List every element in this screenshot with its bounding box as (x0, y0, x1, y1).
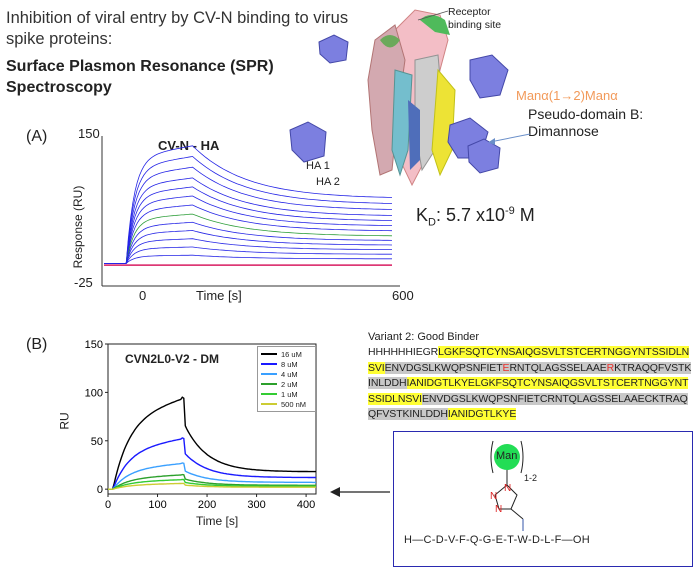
legend-entry: 1 uM (261, 389, 313, 399)
peptide-sequence: H—C-D-V-F-Q-G-E-T-W-D-L-F—OH (404, 534, 591, 546)
legend-label: 4 uM (281, 369, 298, 379)
chart-a-series-line (104, 238, 392, 264)
legend-entry: 2 uM (261, 379, 313, 389)
dimannose-label: Dimannose (528, 123, 599, 139)
chart-b-legend: 16 uM 8 uM 4 uM 2 uM 1 uM 500 nM (257, 346, 316, 412)
kd-unit: M (514, 205, 535, 225)
chart-b-ytick-label: 150 (85, 339, 103, 351)
legend-swatch (261, 393, 277, 395)
legend-label: 8 uM (281, 359, 298, 369)
chart-a-ytick-top: 150 (78, 126, 100, 141)
chart-b-xtick-label: 0 (105, 499, 111, 511)
kd-prefix: K (416, 205, 429, 225)
sequence-segment: E (502, 361, 510, 374)
receptor-pointer (417, 10, 449, 21)
legend-entry: 8 uM (261, 359, 313, 369)
panel-label-a: (A) (26, 128, 48, 145)
legend-swatch (261, 383, 277, 385)
chart-a-series-line (104, 246, 392, 264)
chart-a-annot-1: HA 1 (306, 160, 330, 172)
chart-a-ylabel: Response (RU) (71, 185, 85, 269)
triazole-n1: N (504, 483, 512, 494)
chart-a-series-line (104, 195, 393, 264)
chart-a-series-line (104, 213, 393, 264)
legend-label: 500 nM (281, 399, 307, 409)
chart-b-title: CVN2L0-V2 - DM (125, 352, 220, 366)
repeat-label: 1-2 (524, 473, 538, 483)
dimannose-arrow (488, 133, 531, 145)
chart-a-ytick-bottom: -25 (74, 275, 93, 290)
chart-b-ytick-label: 100 (85, 387, 103, 399)
chart-a-series-line (104, 254, 392, 264)
cvn-left-top-domain (318, 34, 349, 64)
cvn-left-domain (289, 121, 327, 163)
legend-entry: 500 nM (261, 399, 313, 409)
peptide-box (393, 431, 693, 567)
sequence-segment: ENVDGSLKWQPSNFIET (384, 361, 503, 374)
chart-b-ytick-label: 50 (91, 436, 103, 448)
sequence-segment: R (606, 361, 615, 374)
chart-b-ylabel: RU (57, 412, 72, 430)
chart-b-xtick-label: 300 (247, 499, 265, 511)
chart-b-series-line (108, 437, 316, 490)
mannose-label: Manα(1→2)Manα (516, 88, 618, 103)
chart-b-series-line (108, 482, 316, 490)
receptor-label: Receptor binding site (448, 6, 502, 31)
protein-structure (367, 9, 509, 187)
chart-b-series-line (108, 396, 316, 490)
chart-a-series-line (104, 156, 393, 264)
pointer-arrow (330, 487, 390, 497)
legend-entry: 4 uM (261, 369, 313, 379)
chart-a-annot-2: HA 2 (316, 176, 340, 188)
kd-exponent: -9 (505, 205, 515, 217)
slide-subtitle: Surface Plasmon Resonance (SPR) Spectros… (6, 58, 274, 96)
chart-a-plot (101, 136, 400, 287)
peptide-structure (490, 440, 524, 531)
legend-entry: 16 uM (261, 349, 313, 359)
legend-label: 2 uM (281, 379, 298, 389)
chart-a-series-line (104, 221, 393, 264)
chart-b-xtick-label: 200 (198, 499, 216, 511)
sequence-segment: IANIDGTLKYEL (406, 377, 481, 389)
panel-label-b: (B) (26, 336, 48, 353)
chart-b-plot: 150 100 50 00 100 200 300 400 (85, 339, 317, 511)
triazole-n2: N (490, 491, 498, 502)
kd-number: : 5.7 x10 (435, 205, 506, 225)
legend-swatch (261, 353, 277, 355)
legend-label: 1 uM (281, 389, 298, 399)
chart-a-series-line (104, 166, 393, 264)
chart-a-xtick-0: 0 (139, 288, 147, 303)
legend-swatch (261, 403, 277, 405)
chart-b-xtick-label: 100 (148, 499, 166, 511)
kd-sub: D (428, 216, 436, 229)
variant-title: Variant 2: Good Binder (368, 331, 480, 343)
chart-b-series-line (108, 478, 316, 490)
kd-value: KD: 5.7 x10-9 M (416, 205, 535, 229)
chart-b-series-line (108, 462, 316, 490)
sequence-segment: HHHHHHIEGR (368, 346, 439, 358)
chart-a-xlabel: Time [s] (196, 288, 242, 303)
legend-label: 16 uM (281, 349, 302, 359)
sequence-segment: RNTQLAGSSELAAE (509, 361, 607, 374)
chart-a-xtick-600: 600 (392, 288, 414, 303)
cvn-bottom-domain (467, 138, 501, 174)
sequence-segment: IANIDGTLKYE (447, 408, 517, 420)
chart-a-series-line (104, 204, 393, 264)
legend-swatch (261, 363, 277, 365)
pseudo-domain-label: Pseudo-domain B: (528, 106, 644, 122)
chart-a-series-line (104, 145, 393, 264)
chart-a-series-line (104, 230, 393, 264)
chart-b-ytick-label: 0 (97, 484, 103, 496)
chart-b-frame (107, 343, 317, 495)
variant-sequence: HHHHHHIEGRLGKFSQTCYNSAIQGSVLTSTCERTNGGYN… (368, 345, 693, 423)
chart-b-series-line (108, 473, 316, 490)
chart-a-series-line (104, 186, 392, 264)
man-label: Man (496, 450, 518, 462)
slide-title: Inhibition of viral entry by CV-N bindin… (6, 9, 349, 48)
chart-b-xlabel: Time [s] (196, 514, 239, 528)
chart-b-xtick-label: 400 (297, 499, 315, 511)
legend-swatch (261, 373, 277, 375)
chart-a-series-line (104, 177, 393, 264)
triazole-n3: N (495, 504, 503, 515)
